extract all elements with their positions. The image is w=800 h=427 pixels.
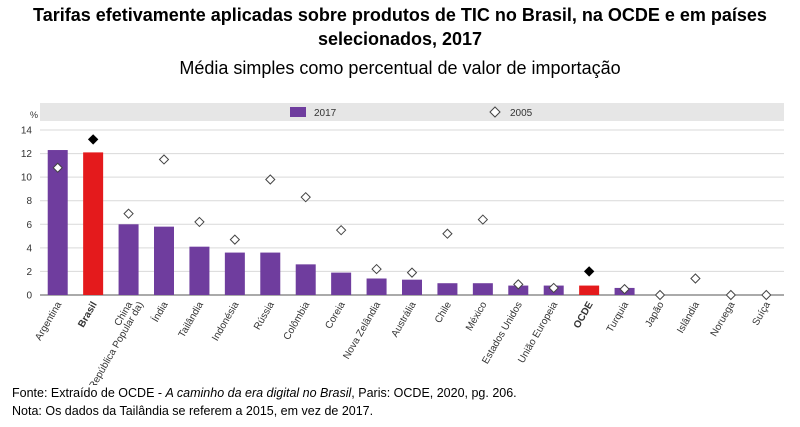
marker-2 [123,208,134,219]
x-tick-label: Indonésia [210,300,241,343]
bar-4 [189,246,210,295]
bar-6 [260,252,281,295]
bar-15 [579,285,600,295]
y-tick-label: 14 [21,126,33,137]
legend-background [40,103,784,121]
x-tick-label: Noruega [709,300,738,339]
bars-2017 [47,150,635,295]
x-tick-label: Turquia [605,300,632,335]
x-axis: Argentina Brasil China(República Popular d… [33,299,773,385]
x-tick-label: Coreia [323,300,347,331]
marker-10 [406,267,418,278]
bar-12 [472,283,493,295]
bar-7 [295,264,316,295]
marker-9 [371,263,382,275]
y-tick-label: 12 [21,149,33,160]
marker-20 [761,289,772,301]
y-tick-label: 4 [26,243,32,254]
marker-3 [158,154,170,165]
x-tick-label: Argentina [33,300,64,343]
x-tick-label: Tailândia [177,300,206,340]
marker-16 [619,283,630,295]
legend-label-2005: 2005 [510,108,533,119]
y-axis-label: % [30,110,38,120]
y-tick-label: 8 [26,196,32,207]
bar-3 [154,226,174,295]
marker-5 [229,234,241,245]
bar-2 [118,224,139,295]
y-tick-label: 2 [26,267,32,278]
chart-title: Tarifas efetivamente aplicadas sobre pro… [33,5,767,49]
x-tick-label: Japão [643,300,666,329]
marker-18 [690,273,701,284]
x-tick-label: Suíça [751,300,774,328]
bar-10 [402,279,422,295]
marker-1 [87,134,99,145]
bar-0 [47,150,68,295]
x-tick-label: Chile [433,300,454,326]
y-tick-label: 6 [26,220,32,231]
legend-swatch-2017 [290,107,306,117]
y-tick-label: 10 [21,173,33,184]
marker-6 [265,174,276,185]
marker-14 [548,282,559,294]
x-tick-label: Islândia [675,300,702,336]
marker-4 [194,216,205,228]
bar-5 [224,252,245,295]
source-note: Fonte: Extraído de OCDE - A caminho da e… [12,386,517,400]
x-tick-label: Rússia [252,300,277,332]
bar-9 [366,278,387,295]
y-tick-label: 0 [26,291,32,302]
legend-marker-2005 [489,106,501,118]
marker-11 [442,228,453,239]
bar-chart: 2017 2005 0 2 4 6 8 10 12 14% Argentina Brasil Chi… [21,103,784,385]
marker-12 [477,214,489,225]
marker-19 [725,289,737,301]
bar-13 [508,285,529,295]
legend: 2017 2005 [40,103,784,121]
marker-7 [300,191,311,203]
chart-subtitle: Média simples como percentual de valor d… [179,58,621,78]
x-tick-label: Índia [148,299,170,325]
x-tick-label: México [464,300,490,333]
marker-8 [335,224,347,236]
x-tick-label: Nova Zelândia [341,300,383,362]
x-tick-label: União Europeia [516,300,560,366]
x-tick-label: Colômbia [282,300,313,342]
bar-8 [331,272,352,295]
marker-13 [513,279,524,290]
marker-17 [654,289,666,301]
x-tick-label: Austrália [390,300,419,340]
x-tick-label: Brasil [76,300,100,330]
data-note: Nota: Os dados da Tailândia se referem a… [12,404,374,418]
legend-label-2017: 2017 [314,108,337,119]
bar-11 [437,283,458,295]
marker-0 [52,162,63,173]
x-tick-label: OCDE [572,300,596,331]
marker-15 [583,266,595,277]
bar-1 [83,152,104,295]
markers-2005 [52,134,772,301]
